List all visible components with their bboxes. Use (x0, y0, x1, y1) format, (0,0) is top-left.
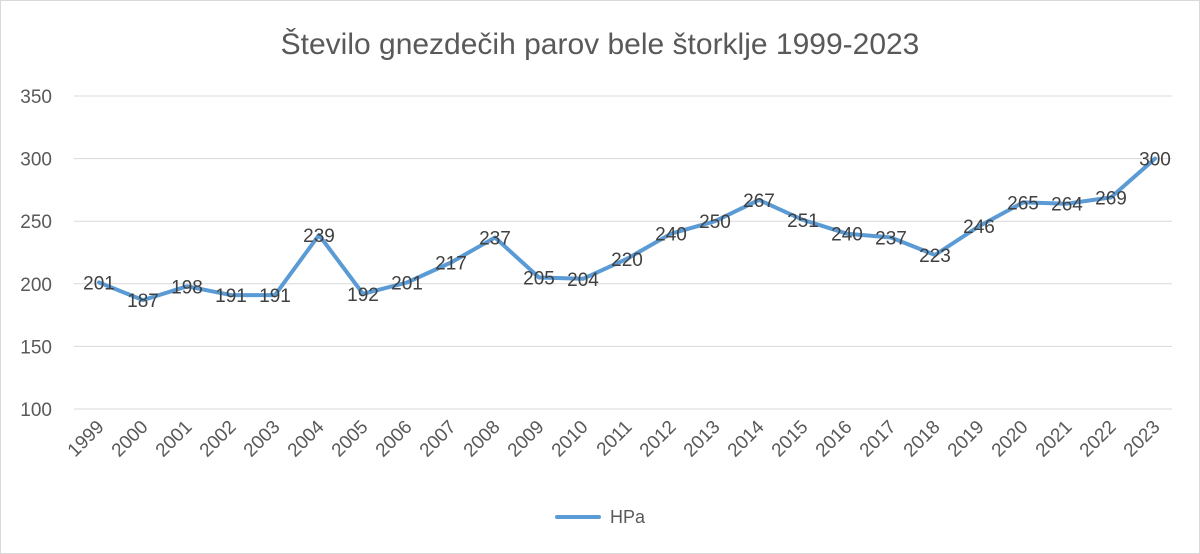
x-tick-label: 1999 (64, 417, 109, 462)
data-label: 191 (215, 286, 247, 307)
x-tick-label: 2018 (900, 417, 945, 462)
data-label: 246 (963, 217, 995, 238)
x-tick-label: 2021 (1032, 417, 1077, 462)
data-label: 267 (743, 191, 775, 212)
x-tick-label: 2023 (1120, 417, 1165, 462)
data-label: 250 (699, 212, 731, 233)
x-tick-label: 2013 (680, 417, 725, 462)
x-tick-label: 2020 (988, 417, 1033, 462)
x-tick-label: 2005 (328, 417, 373, 462)
data-label: 201 (83, 274, 115, 295)
legend-label-hpa: HPa (610, 507, 646, 527)
x-axis-tick-labels: 1999 2000 2001 2002 2003 2004 2005 2006 2007 2008… (64, 416, 1165, 461)
x-tick-label: 2007 (416, 417, 461, 462)
data-label: 220 (611, 250, 643, 271)
series-layer (97, 156, 1157, 303)
data-label: 265 (1007, 193, 1039, 214)
chart-title: Število gnezdečih parov bele štorklje 19… (281, 27, 920, 61)
data-label: 264 (1051, 195, 1083, 216)
data-label: 300 (1139, 150, 1171, 171)
y-tick-label: 100 (20, 400, 52, 421)
y-axis-tick-labels: 100 150 200 250 300 350 (20, 87, 52, 421)
x-tick-label: 2012 (636, 417, 681, 462)
data-labels: 201 187 198 191 191 239 192 201 217 237 205 204 220 2… (83, 150, 1171, 312)
data-label: 251 (787, 211, 819, 232)
data-label: 240 (655, 225, 687, 246)
x-tick-label: 2008 (460, 417, 505, 462)
x-tick-label: 2001 (152, 417, 197, 462)
x-tick-label: 2004 (284, 416, 329, 461)
x-tick-label: 2010 (548, 417, 593, 462)
y-tick-label: 350 (20, 87, 52, 108)
x-tick-label: 2016 (812, 417, 857, 462)
x-tick-label: 2006 (372, 417, 417, 462)
x-tick-label: 2019 (944, 417, 989, 462)
series-line-hpa (97, 156, 1157, 303)
x-tick-label: 2009 (504, 417, 549, 462)
x-tick-label: 2002 (196, 417, 241, 462)
y-tick-label: 300 (20, 150, 52, 171)
x-tick-label: 2000 (108, 417, 153, 462)
gridlines (74, 95, 1172, 410)
legend: HPa (555, 507, 646, 527)
data-label: 269 (1095, 188, 1127, 209)
y-tick-label: 150 (20, 337, 52, 358)
data-label: 237 (479, 228, 511, 249)
data-label: 198 (171, 277, 203, 298)
data-label: 237 (875, 228, 907, 249)
x-tick-label: 2014 (724, 416, 769, 461)
x-tick-label: 2011 (593, 417, 637, 461)
data-label: 204 (567, 270, 599, 291)
data-label: 187 (127, 291, 159, 312)
x-tick-label: 2015 (768, 417, 813, 462)
x-tick-label: 2022 (1076, 417, 1121, 462)
x-tick-label: 2017 (856, 417, 901, 462)
y-tick-label: 200 (20, 275, 52, 296)
data-label: 191 (259, 286, 291, 307)
data-label: 239 (303, 226, 335, 247)
data-label: 240 (831, 225, 863, 246)
data-label: 201 (391, 274, 423, 295)
data-label: 217 (435, 254, 467, 275)
x-tick-label: 2003 (240, 417, 285, 462)
data-label: 223 (919, 246, 951, 267)
data-label: 192 (347, 285, 379, 306)
data-label: 205 (523, 269, 555, 290)
y-tick-label: 250 (20, 212, 52, 233)
